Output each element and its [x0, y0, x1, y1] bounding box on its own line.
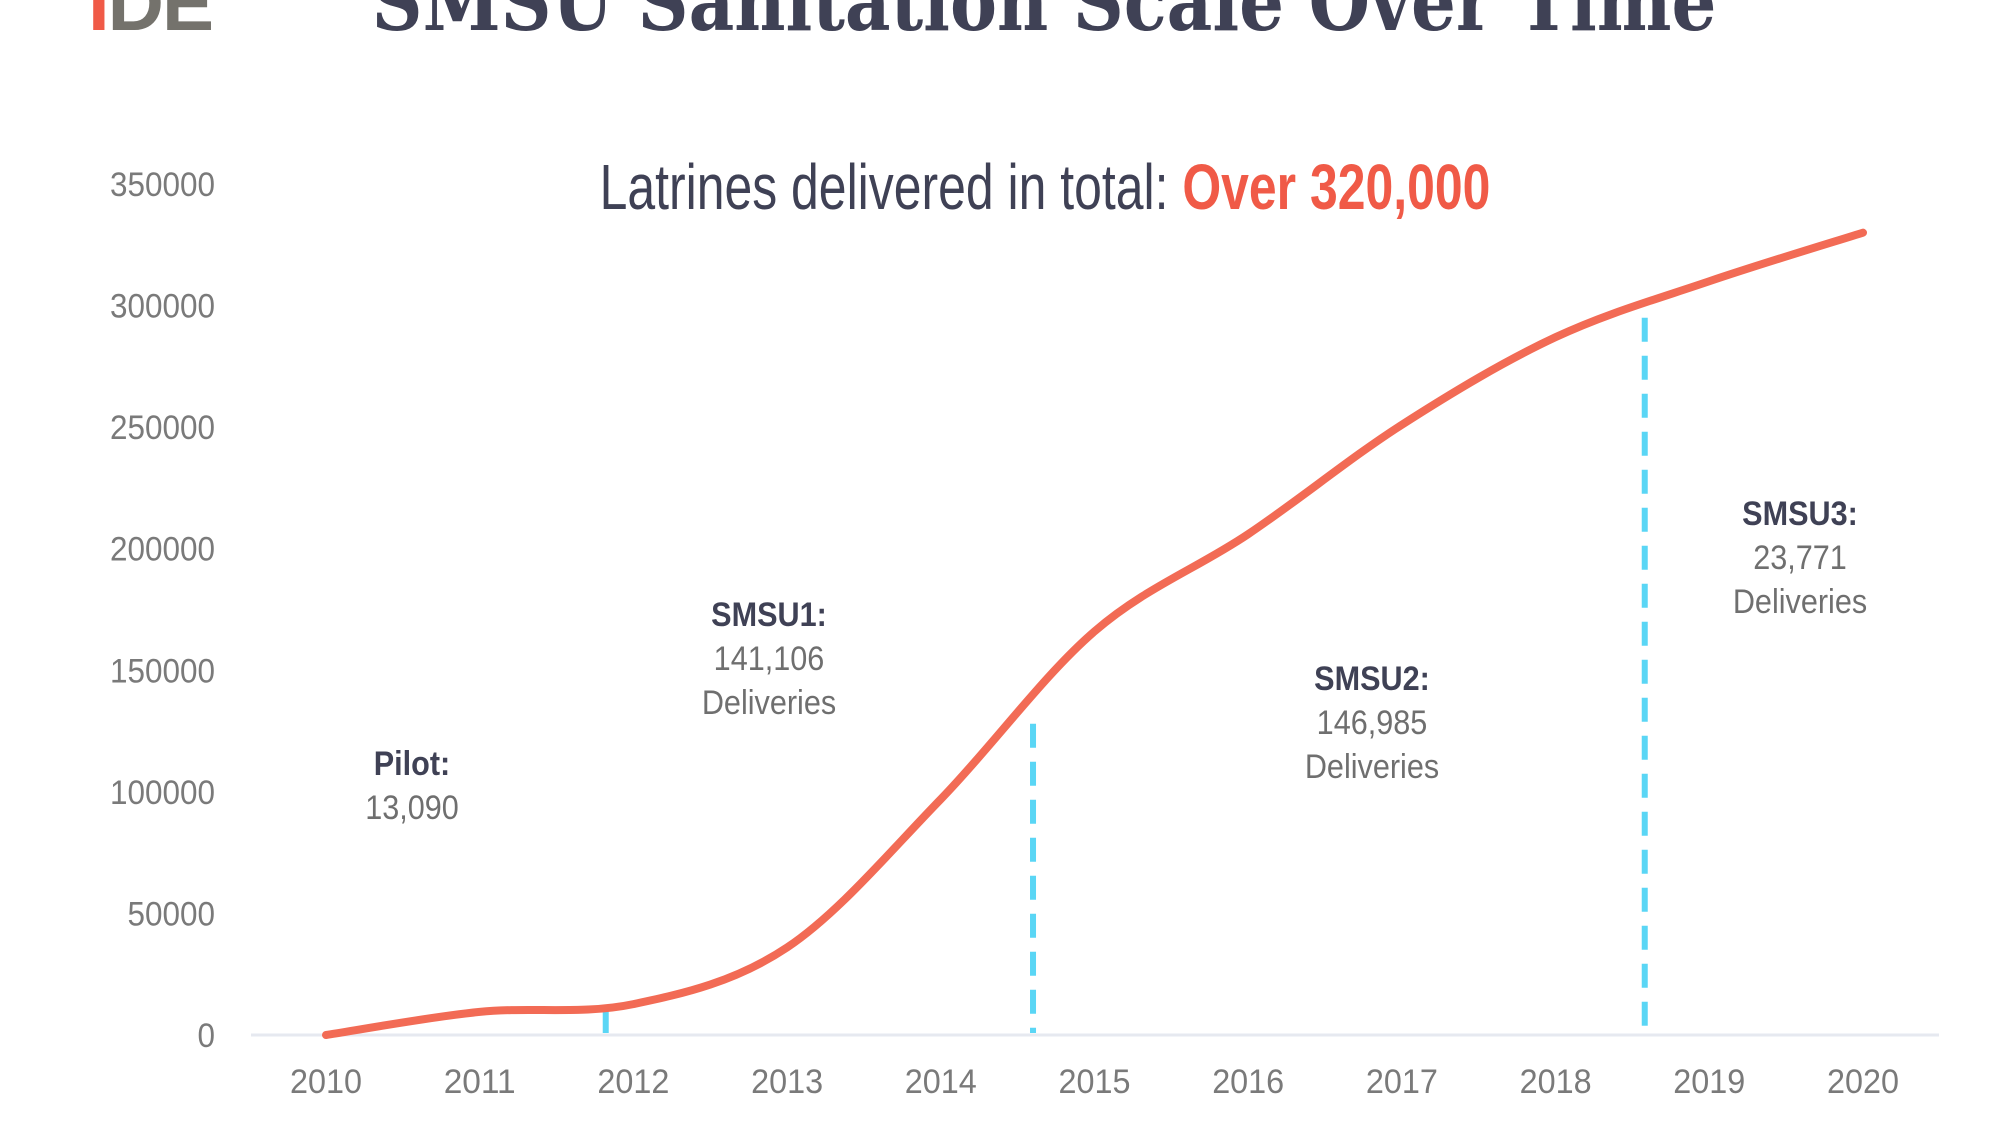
annotation-label: SMSU3: [1742, 495, 1858, 533]
y-tick-label: 100000 [110, 774, 215, 812]
y-tick-label: 200000 [110, 531, 215, 569]
annotation-note: Deliveries [701, 684, 837, 722]
annotation-note: Deliveries [1732, 583, 1868, 621]
x-tick-label: 2017 [1366, 1063, 1438, 1101]
chart-subtitle: Latrines delivered in total: Over 320,00… [230, 150, 1860, 224]
annotation-label: SMSU1: [711, 596, 827, 634]
x-tick-label: 2013 [751, 1063, 823, 1101]
annotation-value: 141,106 [713, 640, 825, 678]
annotation-value: 146,985 [1316, 704, 1428, 742]
y-tick-label: 50000 [128, 895, 216, 933]
annotation-pilot: Pilot: 13,090 [365, 742, 459, 830]
x-tick-label: 2010 [290, 1063, 362, 1101]
subtitle-highlight: Over 320,000 [1182, 151, 1491, 223]
y-tick-label: 150000 [110, 652, 215, 690]
x-tick-label: 2019 [1673, 1063, 1745, 1101]
x-tick-label: 2012 [597, 1063, 669, 1101]
logo-letter: I [88, 0, 110, 47]
annotation-smsu3: SMSU3: 23,771 Deliveries [1733, 492, 1867, 624]
annotation-label: SMSU2: [1314, 660, 1430, 698]
cumulative-latrines-line [322, 228, 1867, 1039]
annotation-note: Deliveries [1304, 748, 1440, 786]
annotation-smsu1: SMSU1: 141,106 Deliveries [702, 593, 836, 725]
x-tick-label: 2016 [1212, 1063, 1284, 1101]
y-tick-label: 350000 [110, 166, 215, 204]
logo-letters: DE [107, 0, 214, 47]
x-tick-label: 2015 [1059, 1063, 1131, 1101]
annotation-smsu2: SMSU2: 146,985 Deliveries [1305, 657, 1439, 789]
x-tick-label: 2020 [1827, 1063, 1899, 1101]
y-tick-label: 0 [198, 1017, 216, 1055]
ide-logo: IDE [88, 0, 214, 49]
annotation-label: Pilot: [373, 745, 451, 783]
page-title: SMSU Sanitation Scale Over Time [371, 0, 1717, 50]
y-tick-label: 300000 [110, 288, 215, 326]
annotation-value: 13,090 [365, 789, 459, 827]
x-tick-label: 2018 [1520, 1063, 1592, 1101]
y-tick-label: 250000 [110, 409, 215, 447]
annotation-value: 23,771 [1753, 539, 1847, 577]
x-tick-label: 2011 [444, 1063, 516, 1101]
subtitle-prefix: Latrines delivered in total: [599, 151, 1169, 223]
x-tick-label: 2014 [905, 1063, 977, 1101]
